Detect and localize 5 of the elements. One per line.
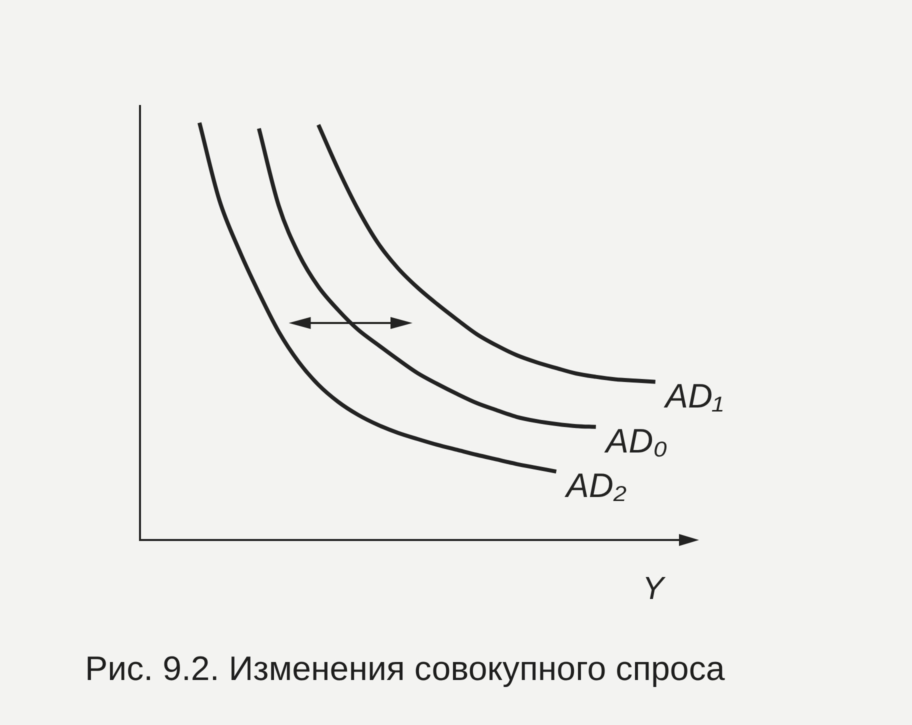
series-label: AD₀ — [604, 422, 668, 460]
text: Рис. 9.2. Изменения совокупного спроса — [85, 649, 725, 690]
x-axis-title: Y — [642, 570, 666, 606]
series-label: AD₁ — [663, 377, 724, 416]
series-label: AD₂ — [564, 467, 626, 506]
